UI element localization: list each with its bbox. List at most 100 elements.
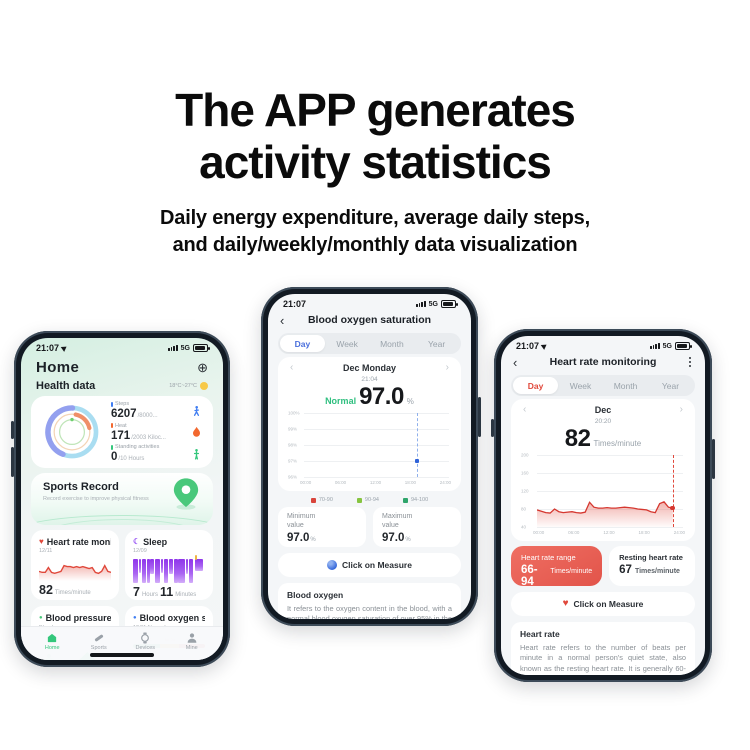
minimum-label: Minimum value <box>287 513 316 529</box>
x-tick: 18:00 <box>638 530 650 535</box>
resting-value: 67 <box>619 564 632 576</box>
phone-heart-rate: 21:07 5G ‹ Heart rate monitoring Day Wee… <box>491 329 715 682</box>
y-tick: 99% <box>288 426 298 432</box>
minmax-row: Minimum value 97.0% Maximum value 97.0% <box>278 507 461 547</box>
y-tick: 200 <box>521 452 529 458</box>
heat-tick <box>111 423 113 428</box>
wave-decoration <box>31 515 213 525</box>
nav-item-devices[interactable]: Devices <box>122 630 169 652</box>
walking-person-icon <box>193 405 200 416</box>
hr-summary-row: Heart rate range 66-94 Times/minute Resti… <box>511 546 695 588</box>
measure-button[interactable]: ♥ Click on Measure <box>511 592 695 616</box>
measure-label: Click on Measure <box>573 599 644 609</box>
nav-label: Home <box>44 644 60 651</box>
nav-item-home[interactable]: Home <box>29 630 76 652</box>
title-line-2: activity statistics <box>199 136 552 189</box>
signal-icon <box>650 342 660 350</box>
heart-rate-screen: 21:07 5G ‹ Heart rate monitoring Day Wee… <box>501 336 705 675</box>
tab-year[interactable]: Year <box>661 380 680 391</box>
steps-target: /8000... <box>137 413 158 419</box>
range-value: 66-94 <box>521 564 538 588</box>
weather-widget: 18°C~27°C <box>169 382 208 390</box>
minimum-unit: % <box>310 536 316 543</box>
spo2-data-point <box>415 459 420 463</box>
measure-label: Click on Measure <box>342 560 412 570</box>
nav-item-sports[interactable]: Sports <box>76 630 123 652</box>
moon-icon: ☾ <box>133 537 141 546</box>
status-time: 21:07 <box>283 299 307 309</box>
hr-value-row: 82 Times/minute <box>519 425 687 453</box>
battery-icon <box>441 300 458 308</box>
measure-blue-icon <box>327 560 338 570</box>
date-selector: ‹ Dec › <box>519 403 687 417</box>
blue-dot-icon: ● <box>133 615 137 621</box>
screen-title: Heart rate monitoring <box>549 356 657 368</box>
back-icon[interactable]: ‹ <box>280 312 285 328</box>
resting-label: Resting heart rate <box>619 553 683 562</box>
home-screen: 21:07 5G Home ⊕ Health data 18°C~27°C <box>21 338 223 660</box>
sleep-minutes-value: 11 <box>159 585 174 599</box>
y-tick: 98% <box>288 442 298 448</box>
network-label: 5G <box>428 300 438 308</box>
next-date-icon[interactable]: › <box>679 404 683 415</box>
nav-item-mine[interactable]: Mine <box>169 630 216 652</box>
sun-icon <box>200 382 208 390</box>
tab-week[interactable]: Week <box>569 380 592 391</box>
tab-month[interactable]: Month <box>613 380 638 391</box>
y-tick: 80 <box>521 506 527 512</box>
x-tick: 12:00 <box>603 530 615 535</box>
legend-low: 70-90 <box>310 497 333 503</box>
screen-header: ‹ Heart rate monitoring <box>501 352 705 372</box>
heart-rate-card[interactable]: ♥Heart rate monitoring 12/11 82Times/min… <box>31 530 119 600</box>
x-tick: 00:00 <box>300 480 312 485</box>
prev-date-icon[interactable]: ‹ <box>523 404 527 415</box>
hr-main-card: ‹ Dec › 20:20 82 Times/minute 200 160 12… <box>511 399 695 541</box>
sleep-card[interactable]: ☾ Sleep 12/09 7 Hours 11 Minutes <box>125 530 213 600</box>
sleep-hours-unit: Hours <box>141 592 158 598</box>
minimum-value: 97.0 <box>287 531 310 544</box>
home-header: Home ⊕ <box>21 354 223 378</box>
steps-value: 6207 <box>111 408 137 420</box>
tab-day[interactable]: Day <box>280 335 325 352</box>
volume-button <box>11 447 14 477</box>
spo2-info-text: It refers to the oxygen content in the b… <box>287 604 452 619</box>
prev-date-icon[interactable]: ‹ <box>290 362 294 373</box>
heart-rate-value: 82 <box>39 583 53 597</box>
heart-rate-card-date: 12/11 <box>39 548 53 554</box>
heart-rate-mini-chart <box>39 557 111 581</box>
tab-day[interactable]: Day <box>513 377 558 394</box>
status-bar: 21:07 5G <box>501 336 705 352</box>
steps-label: Steps <box>115 401 130 407</box>
tab-year[interactable]: Year <box>428 338 446 349</box>
person-icon <box>187 632 197 643</box>
more-options-icon[interactable] <box>688 360 691 364</box>
hr-chart: 200 160 120 80 40 <box>521 452 685 530</box>
sports-record-card[interactable]: Sports Record Record exercise to improve… <box>31 473 213 525</box>
add-device-icon[interactable]: ⊕ <box>197 359 208 375</box>
measure-button[interactable]: Click on Measure <box>278 553 461 577</box>
spo2-legend: 70-90 90-94 94-100 <box>268 497 471 503</box>
activity-rings-card[interactable]: Steps 6207/8000... Heat 171/2003 Kiloc..… <box>31 396 213 468</box>
next-date-icon[interactable]: › <box>445 362 449 373</box>
maximum-unit: % <box>405 536 411 543</box>
resting-heart-rate-card: Resting heart rate 67 Times/minute <box>609 546 695 586</box>
sports-record-title: Sports Record <box>43 481 119 493</box>
steps-tick <box>111 401 113 407</box>
home-title: Home <box>36 358 80 376</box>
sleep-card-date: 12/09 <box>133 548 147 554</box>
x-tick: 06:00 <box>568 530 580 535</box>
page-subtitle: Daily energy expenditure, average daily … <box>0 205 750 260</box>
measure-time: 20:20 <box>594 418 612 425</box>
tab-week[interactable]: Week <box>336 338 358 349</box>
stat-standing: Standing activities 0/10 Hours <box>111 444 203 463</box>
tab-month[interactable]: Month <box>380 338 404 349</box>
back-icon[interactable]: ‹ <box>513 354 518 370</box>
maximum-value: 97.0 <box>382 531 405 544</box>
x-tick: 12:00 <box>369 480 382 485</box>
y-tick: 100% <box>288 410 300 416</box>
nav-label: Devices <box>135 644 156 651</box>
x-tick: 18:00 <box>404 480 417 485</box>
sleep-minutes-unit: Minutes <box>175 592 197 598</box>
home-indicator <box>90 653 154 657</box>
y-tick: 96% <box>288 474 298 480</box>
